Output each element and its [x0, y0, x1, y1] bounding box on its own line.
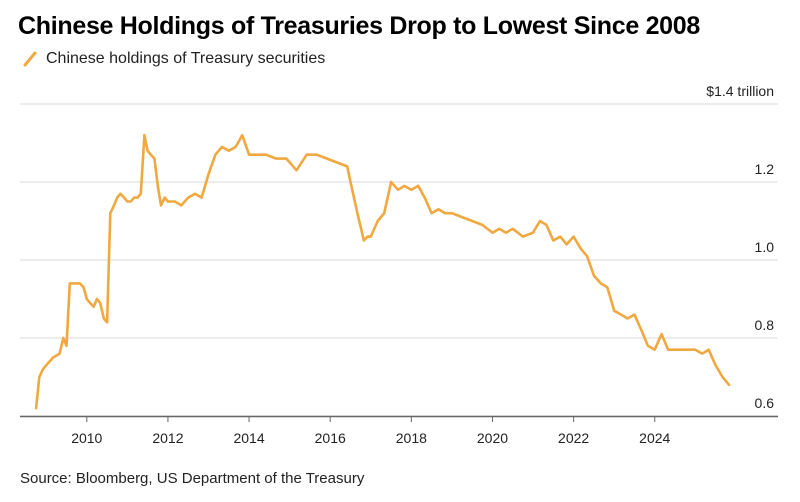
x-tick-label: 2016	[315, 430, 346, 446]
x-tick-label: 2010	[71, 430, 102, 446]
y-tick-label: $1.4 trillion	[706, 83, 774, 99]
x-tick-label: 2014	[233, 430, 264, 446]
y-tick-label: 1.0	[755, 239, 775, 255]
x-tick-label: 2020	[477, 430, 508, 446]
legend-swatch-icon	[23, 51, 37, 67]
y-tick-label: 1.2	[755, 161, 775, 177]
source-note: Source: Bloomberg, US Department of the …	[20, 470, 365, 487]
x-tick-label: 2024	[639, 430, 670, 446]
legend: Chinese holdings of Treasury securities	[22, 50, 325, 68]
chart-title: Chinese Holdings of Treasuries Drop to L…	[18, 12, 700, 40]
legend-label: Chinese holdings of Treasury securities	[46, 50, 326, 67]
series-line	[34, 133, 731, 410]
x-tick-label: 2022	[558, 430, 589, 446]
x-tick-label: 2018	[396, 430, 427, 446]
y-tick-label: 0.8	[755, 317, 775, 333]
y-tick-label: 0.6	[755, 395, 775, 411]
x-tick-label: 2012	[152, 430, 183, 446]
